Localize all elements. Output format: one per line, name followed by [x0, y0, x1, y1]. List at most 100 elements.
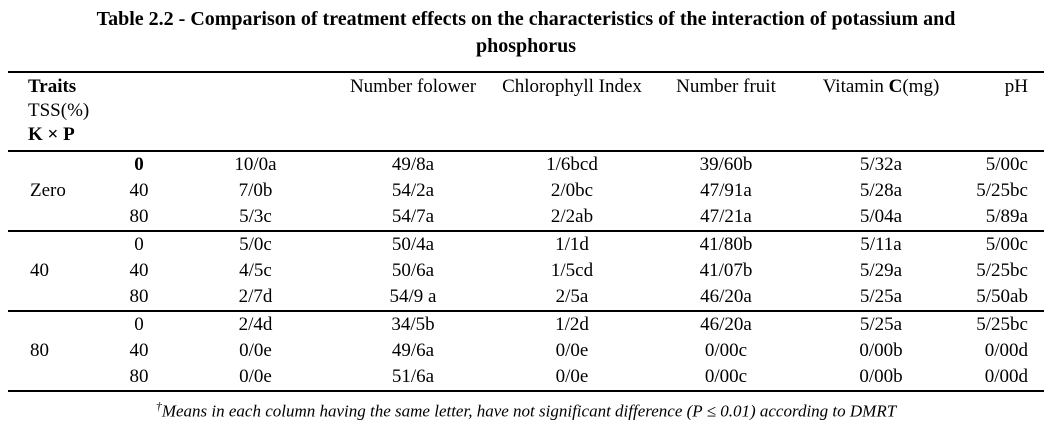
cell-vitamin: 5/04a	[859, 206, 903, 227]
cell-ph: 5/50ab	[976, 286, 1028, 307]
col-header-number-folower: Number folower	[349, 76, 477, 97]
col-header-vitamin-c: Vitamin C(mg)	[801, 72, 961, 151]
col-header-number-fruit: Number fruit	[676, 76, 776, 97]
cell-chlorophyll: 2/2ab	[550, 206, 594, 227]
header-traits: Traits	[28, 76, 77, 97]
cell-vitamin: 5/28a	[859, 180, 903, 201]
cell-folower: 51/6a	[391, 366, 435, 387]
col-header-chlorophyll-index: Chlorophyll Index	[502, 76, 642, 97]
cell-ph: 0/00d	[984, 340, 1028, 361]
footnote-text: Means in each column having the same let…	[161, 401, 897, 421]
cell-vitamin: 5/29a	[859, 260, 903, 281]
cell-tss: 0/0e	[239, 366, 272, 387]
table-title-line2: phosphorus	[475, 35, 577, 57]
table-title: Table 2.2 - Comparison of treatment effe…	[0, 0, 1052, 60]
cell-p: 0	[134, 234, 144, 255]
cell-p: 0	[134, 314, 144, 335]
cell-chlorophyll: 1/6bcd	[546, 154, 598, 175]
vitamin-label-unit: (mg)	[902, 76, 940, 97]
cell-vitamin: 5/32a	[859, 154, 903, 175]
block-k-40: 0 5/0c 50/4a 1/1d 41/80b 5/11a 5/00c 40 …	[8, 231, 1044, 311]
table-row: 80 2/7d 54/9 a 2/5a 46/20a 5/25a 5/50ab	[8, 284, 1044, 311]
vitamin-label-prefix: Vitamin	[822, 76, 889, 97]
cell-folower: 54/2a	[391, 180, 435, 201]
cell-tss: 5/3c	[239, 206, 272, 227]
k-spacer-cell	[8, 231, 100, 258]
cell-vitamin: 0/00b	[859, 366, 903, 387]
header-row: Traits TSS(%) K × P Number folower Chlor…	[8, 72, 1044, 151]
cell-ph: 5/25bc	[976, 180, 1028, 201]
cell-p: 80	[129, 366, 149, 387]
block-k-zero: 0 10/0a 49/8a 1/6bcd 39/60b 5/32a 5/00c …	[8, 151, 1044, 231]
header-kxp: K × P	[28, 124, 75, 145]
cell-chlorophyll: 1/2d	[555, 314, 589, 335]
cell-ph: 5/89a	[985, 206, 1028, 227]
cell-fruit: 41/07b	[699, 260, 753, 281]
table-row: 80 5/3c 54/7a 2/2ab 47/21a 5/04a 5/89a	[8, 204, 1044, 231]
cell-fruit: 0/00c	[704, 340, 748, 361]
cell-ph: 5/00c	[985, 234, 1028, 255]
cell-folower: 50/4a	[391, 234, 435, 255]
cell-vitamin: 5/11a	[860, 234, 902, 255]
cell-chlorophyll: 2/0bc	[550, 180, 594, 201]
cell-chlorophyll: 1/5cd	[550, 260, 594, 281]
cell-folower: 34/5b	[391, 314, 435, 335]
cell-chlorophyll: 0/0e	[555, 366, 589, 387]
cell-tss: 0/0e	[239, 340, 272, 361]
cell-p: 80	[129, 286, 149, 307]
k-spacer-cell	[8, 204, 100, 231]
table-footnote: †Means in each column having the same le…	[0, 395, 1052, 423]
cell-fruit: 47/21a	[700, 206, 752, 227]
cell-vitamin: 0/00b	[859, 340, 903, 361]
table-row: Zero 40 7/0b 54/2a 2/0bc 47/91a 5/28a 5/…	[8, 178, 1044, 204]
traits-header-cell: Traits TSS(%) K × P	[8, 72, 333, 151]
cell-fruit: 46/20a	[700, 286, 752, 307]
cell-ph: 5/00c	[985, 154, 1028, 175]
cell-chlorophyll: 1/1d	[555, 234, 589, 255]
cell-fruit: 41/80b	[699, 234, 753, 255]
header-tss: TSS(%)	[28, 100, 90, 121]
cell-tss: 2/4d	[238, 314, 273, 335]
table-row: 40 40 4/5c 50/6a 1/5cd 41/07b 5/29a 5/25…	[8, 258, 1044, 284]
table-row: 0 10/0a 49/8a 1/6bcd 39/60b 5/32a 5/00c	[8, 151, 1044, 178]
cell-vitamin: 5/25a	[859, 286, 903, 307]
cell-ph: 0/00d	[984, 366, 1028, 387]
cell-folower: 49/6a	[391, 340, 435, 361]
cell-vitamin: 5/25a	[859, 314, 903, 335]
table-row: 80 0/0e 51/6a 0/0e 0/00c 0/00b 0/00d	[8, 364, 1044, 391]
cell-tss: 4/5c	[239, 260, 272, 281]
footnote-dagger-marker: †	[155, 399, 162, 413]
col-header-ph: pH	[1004, 76, 1028, 97]
block-k-80: 0 2/4d 34/5b 1/2d 46/20a 5/25a 5/25bc 80…	[8, 311, 1044, 391]
cell-p: 40	[129, 180, 149, 201]
cell-folower: 54/9 a	[389, 286, 437, 307]
cell-p: 0	[134, 154, 144, 175]
k-spacer-cell	[8, 311, 100, 338]
cell-fruit: 46/20a	[700, 314, 752, 335]
cell-chlorophyll: 0/0e	[555, 340, 589, 361]
treatment-effects-table: Traits TSS(%) K × P Number folower Chlor…	[8, 71, 1044, 392]
cell-p: 80	[129, 206, 149, 227]
cell-folower: 54/7a	[391, 206, 435, 227]
cell-k-label: 40	[30, 260, 49, 281]
table-header: Traits TSS(%) K × P Number folower Chlor…	[8, 72, 1044, 151]
cell-folower: 50/6a	[391, 260, 435, 281]
k-spacer-cell	[8, 151, 100, 178]
table-row: 80 40 0/0e 49/6a 0/0e 0/00c 0/00b 0/00d	[8, 338, 1044, 364]
table-row: 0 5/0c 50/4a 1/1d 41/80b 5/11a 5/00c	[8, 231, 1044, 258]
cell-fruit: 0/00c	[704, 366, 748, 387]
k-spacer-cell	[8, 364, 100, 391]
vitamin-label-c: C	[888, 76, 903, 97]
table-row: 0 2/4d 34/5b 1/2d 46/20a 5/25a 5/25bc	[8, 311, 1044, 338]
cell-fruit: 47/91a	[700, 180, 752, 201]
cell-tss: 10/0a	[234, 154, 277, 175]
cell-k-label: Zero	[30, 180, 66, 201]
cell-k-label: 80	[30, 340, 49, 361]
cell-tss: 5/0c	[239, 234, 272, 255]
cell-tss: 7/0b	[238, 180, 273, 201]
cell-fruit: 39/60b	[699, 154, 753, 175]
cell-chlorophyll: 2/5a	[555, 286, 589, 307]
cell-p: 40	[129, 340, 149, 361]
cell-p: 40	[129, 260, 149, 281]
